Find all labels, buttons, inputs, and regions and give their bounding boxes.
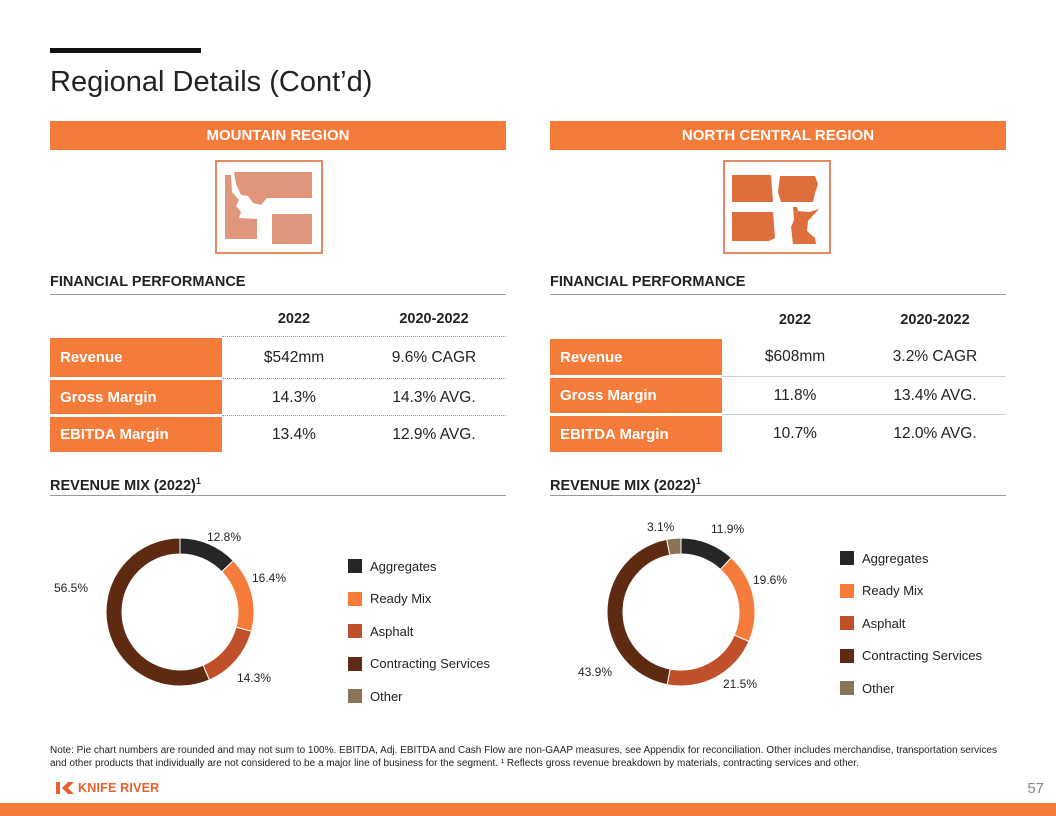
section-divider: [550, 294, 1006, 295]
knife-river-logo: KNIFE RIVER: [55, 781, 159, 795]
donut-label: 16.4%: [252, 571, 287, 585]
donut-legend-north-central: Aggregates Ready Mix Asphalt Contracting…: [840, 542, 982, 705]
revenue-range-value: 9.6% CAGR: [391, 349, 477, 366]
legend-item-ready-mix: Ready Mix: [840, 575, 982, 608]
donut-slice-contracting-services: [606, 538, 671, 686]
legend-item-aggregates: Aggregates: [840, 542, 982, 575]
revenue-mix-donut-mountain: [105, 537, 255, 687]
donut-slice-ready-mix: [221, 559, 255, 632]
legend-swatch: [840, 648, 854, 663]
row-label-ebitda-margin: EBITDA Margin: [550, 416, 722, 452]
donut-label: 21.5%: [723, 677, 758, 691]
legend-item-other: Other: [348, 680, 490, 713]
financial-performance-title-north-central: FINANCIAL PERFORMANCE: [550, 274, 746, 290]
region-header-north-central: NORTH CENTRAL REGION: [550, 121, 1006, 150]
ebitda-margin-range-value: 12.9% AVG.: [392, 426, 476, 443]
page-title: Regional Details (Cont’d): [50, 66, 373, 98]
legend-item-aggregates: Aggregates: [348, 550, 490, 583]
legend-item-other: Other: [840, 672, 982, 705]
column-header-2022: 2022: [778, 312, 812, 328]
donut-label: 19.6%: [753, 573, 788, 587]
row-label-gross-margin: Gross Margin: [550, 378, 722, 413]
table-row-divider: [222, 336, 506, 337]
legend-swatch: [840, 681, 854, 696]
revenue-2022-value: $542mm: [263, 349, 325, 366]
footer-accent-bar: [0, 803, 1056, 816]
donut-slice-contracting-services: [105, 537, 211, 687]
row-label-revenue: Revenue: [50, 338, 222, 377]
region-header-mountain: MOUNTAIN REGION: [50, 121, 506, 150]
mountain-region-map: [215, 160, 323, 254]
legend-swatch: [840, 551, 854, 566]
table-row-divider: [222, 378, 506, 379]
donut-slice-aggregates: [680, 537, 733, 571]
legend-swatch: [348, 656, 362, 671]
gross-margin-range-value: 14.3% AVG.: [392, 389, 476, 406]
knife-river-logo-icon: [56, 782, 74, 794]
table-row-divider: [722, 376, 1006, 377]
donut-slice-ready-mix: [719, 557, 756, 643]
mountain-states-map-icon: [225, 172, 312, 244]
legend-item-asphalt: Asphalt: [348, 615, 490, 648]
gross-margin-range-value: 13.4% AVG.: [893, 387, 977, 404]
legend-item-contracting-services: Contracting Services: [348, 648, 490, 681]
north-central-region-map: [723, 160, 831, 254]
financial-performance-title-mountain: FINANCIAL PERFORMANCE: [50, 274, 246, 290]
title-accent-rule: [50, 48, 201, 53]
donut-label: 56.5%: [54, 581, 89, 595]
donut-legend-mountain: Aggregates Ready Mix Asphalt Contracting…: [348, 550, 490, 713]
revenue-2022-value: $608mm: [764, 348, 826, 365]
donut-label: 11.9%: [711, 522, 745, 536]
footnote: Note: Pie chart numbers are rounded and …: [50, 745, 997, 769]
page-number: 57: [1027, 780, 1044, 797]
logo-text: KNIFE RIVER: [78, 781, 160, 795]
legend-swatch: [348, 689, 362, 704]
donut-slice-other: [666, 537, 682, 556]
revenue-range-value: 3.2% CAGR: [892, 348, 978, 365]
ebitda-margin-2022-value: 13.4%: [272, 426, 316, 443]
ebitda-margin-2022-value: 10.7%: [773, 425, 817, 442]
row-label-gross-margin: Gross Margin: [50, 380, 222, 414]
legend-swatch: [348, 559, 362, 574]
revenue-mix-title-mountain: REVENUE MIX (2022)1: [50, 476, 201, 494]
north-central-states-map-icon: [732, 175, 819, 244]
legend-swatch: [348, 624, 362, 639]
legend-item-contracting-services: Contracting Services: [840, 640, 982, 673]
donut-label: 14.3%: [237, 671, 272, 685]
legend-swatch: [840, 616, 854, 631]
ebitda-margin-range-value: 12.0% AVG.: [893, 425, 977, 442]
donut-label: 3.1%: [647, 520, 675, 534]
section-divider: [50, 294, 506, 295]
column-header-2022: 2022: [277, 311, 311, 327]
column-header-2020-2022: 2020-2022: [900, 312, 970, 328]
section-divider: [50, 495, 506, 496]
section-divider: [550, 495, 1006, 496]
donut-label: 12.8%: [207, 530, 242, 544]
gross-margin-2022-value: 14.3%: [272, 389, 316, 406]
row-label-ebitda-margin: EBITDA Margin: [50, 417, 222, 452]
legend-swatch: [840, 583, 854, 598]
revenue-mix-donut-north-central: [606, 537, 756, 687]
legend-item-asphalt: Asphalt: [840, 607, 982, 640]
row-label-revenue: Revenue: [550, 339, 722, 375]
legend-item-ready-mix: Ready Mix: [348, 583, 490, 616]
donut-label: 43.9%: [578, 665, 613, 679]
legend-swatch: [348, 591, 362, 606]
table-row-divider: [722, 414, 1006, 415]
revenue-mix-title-north-central: REVENUE MIX (2022)1: [550, 476, 701, 494]
gross-margin-2022-value: 11.8%: [773, 387, 817, 404]
column-header-2020-2022: 2020-2022: [399, 311, 469, 327]
table-row-divider: [222, 415, 506, 416]
